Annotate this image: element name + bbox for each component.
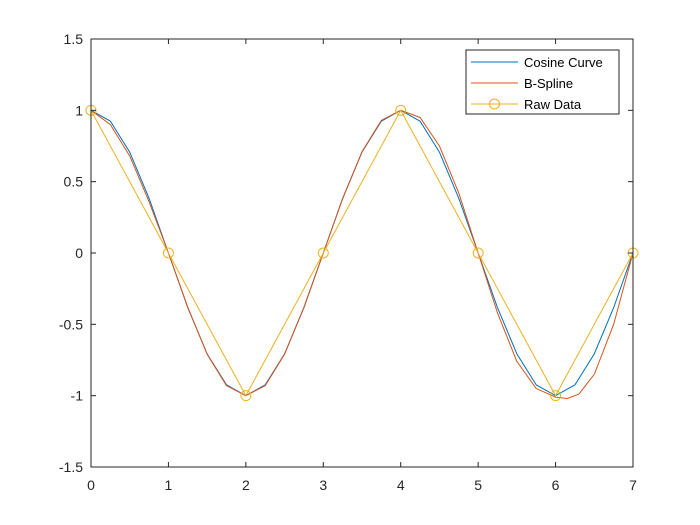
raw-data-point-3	[317, 247, 329, 259]
legend-label-b-spline: B-Spline	[524, 76, 573, 91]
x-tick-label: 5	[474, 477, 482, 493]
legend-label-cosine-curve: Cosine Curve	[524, 55, 603, 70]
y-tick-label: -0.5	[59, 316, 83, 332]
raw-data-line	[90, 109, 634, 397]
x-tick-label: 6	[552, 477, 560, 493]
raw-data-point-2	[240, 390, 252, 402]
legend-marker-raw-data	[489, 98, 500, 110]
raw-data-point-5	[472, 247, 484, 259]
x-tick-label: 2	[242, 477, 250, 493]
legend: Cosine Curve B-Spline Raw Data	[465, 49, 620, 115]
series-layer	[85, 104, 639, 402]
x-tick-label: 4	[397, 477, 405, 493]
y-tick-label: 0.5	[64, 174, 84, 190]
raw-data-point-4	[395, 104, 407, 116]
legend-box	[465, 49, 620, 115]
raw-data-point-6	[550, 390, 562, 402]
x-tick-label: 1	[165, 477, 173, 493]
y-tick-label: -1	[71, 388, 84, 404]
y-tick-label: 1	[75, 102, 83, 118]
x-tick-label: 0	[87, 477, 95, 493]
b-spline-line	[90, 109, 634, 400]
y-tick-label: -1.5	[59, 459, 83, 475]
x-tick-label: 7	[629, 477, 637, 493]
y-tick-label: 0	[75, 245, 83, 261]
raw-data-point-1	[162, 247, 174, 259]
tick-layer: 0 1 2 3 4 5 6 7 -1.5 -1 -0.5 0 0.5 1 1.5	[59, 31, 637, 493]
y-tick-label: 1.5	[64, 31, 84, 47]
x-tick-label: 3	[319, 477, 327, 493]
legend-label-raw-data: Raw Data	[524, 97, 582, 112]
